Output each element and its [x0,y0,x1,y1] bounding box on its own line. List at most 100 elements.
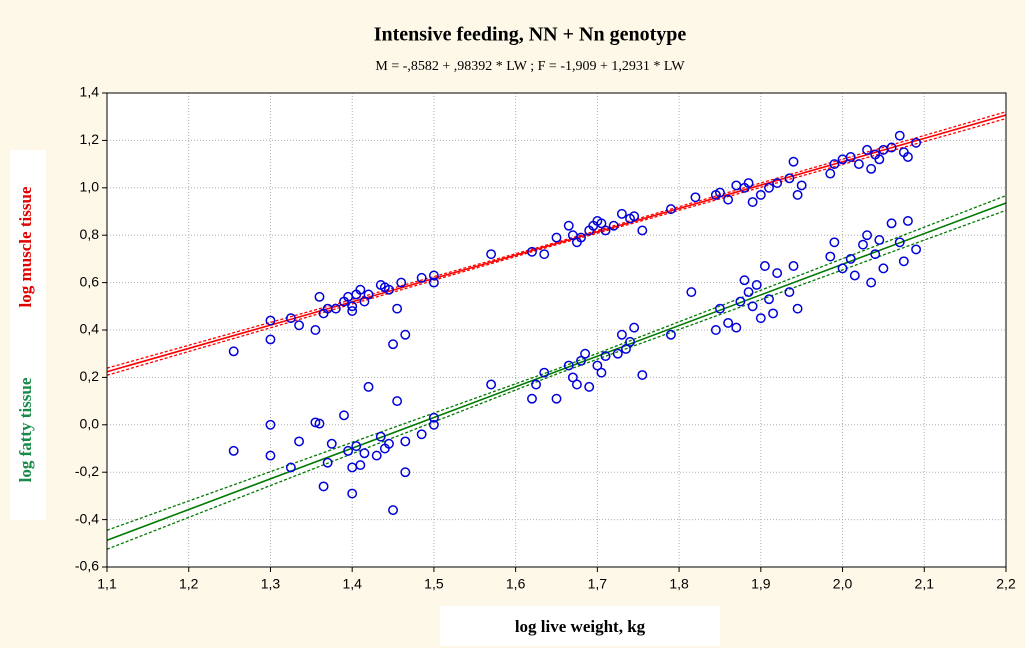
point [318,481,329,492]
point [759,261,770,271]
y-tick-label: 1,0 [80,179,100,195]
point [347,306,358,316]
point [792,303,803,314]
point [314,418,325,429]
point [584,381,595,392]
point [629,322,640,333]
point [396,277,407,288]
point [294,320,305,331]
point [596,218,607,229]
point [825,251,836,262]
point [796,180,807,191]
point [359,296,370,307]
point [715,303,725,314]
point [592,360,603,371]
y-tick-label: -0,4 [75,510,99,526]
x-tick-label: 1,3 [261,576,281,592]
y-tick-label: 0,8 [80,226,100,242]
point [862,144,873,155]
point [747,197,758,207]
point [347,488,358,499]
point [665,329,676,340]
point [788,261,799,271]
point [310,417,321,428]
y-tick-label: -0,6 [75,558,99,574]
point [428,412,439,423]
point [731,322,742,333]
point [902,216,913,226]
point [428,270,439,281]
point [551,393,562,404]
x-label-box [440,606,720,646]
confidence-band [106,117,1007,376]
point [400,436,411,447]
point [531,379,542,390]
point [608,220,619,231]
point [710,325,721,335]
point [735,296,746,307]
point [539,249,550,260]
point [527,246,537,257]
x-tick-label: 1,6 [506,576,526,592]
point [886,142,897,153]
point [829,159,840,170]
point [375,431,386,442]
point [228,445,239,456]
point [551,232,562,243]
point [886,218,897,229]
point [837,263,848,274]
point [416,272,427,283]
point [388,339,398,350]
point [874,154,885,165]
point [784,173,795,184]
point [416,429,427,440]
point [539,367,550,378]
point [878,263,889,274]
point [392,303,403,314]
point [355,284,366,295]
point [363,381,374,392]
point [637,225,648,236]
y-tick-label: 0,0 [80,416,100,432]
point [853,159,864,170]
confidence-band [106,195,1007,531]
y-axis-label: log muscle tissue [16,186,35,307]
point [596,367,607,378]
point [616,329,627,340]
point [866,163,877,174]
point [527,393,537,404]
chart-title: Intensive feeding, NN + Nn genotype [374,24,687,46]
point [625,336,636,347]
point [285,313,296,324]
fit-line [106,202,1007,541]
point [563,360,574,371]
point [743,287,754,298]
point [571,379,582,390]
point [755,313,766,324]
point [576,232,586,243]
y-tick-label: 0,4 [80,321,100,337]
point [764,294,774,305]
point [911,137,922,148]
point [898,256,909,267]
point [384,284,394,295]
point [825,168,836,179]
point [772,268,783,279]
chart-subtitle: M = -,8582 + ,98392 * LW ; F = -1,909 + … [375,59,685,74]
point [862,230,873,241]
point [310,325,321,335]
x-tick-label: 2,0 [833,576,853,592]
point [829,237,840,248]
point [486,379,497,390]
point [845,253,856,264]
point [265,450,276,461]
point [845,152,856,162]
point [743,178,754,189]
x-tick-label: 1,5 [424,576,444,592]
point [849,270,860,281]
point [911,244,922,255]
x-tick-label: 1,8 [669,576,689,592]
point [563,220,574,231]
point [866,277,877,288]
point [902,152,913,162]
